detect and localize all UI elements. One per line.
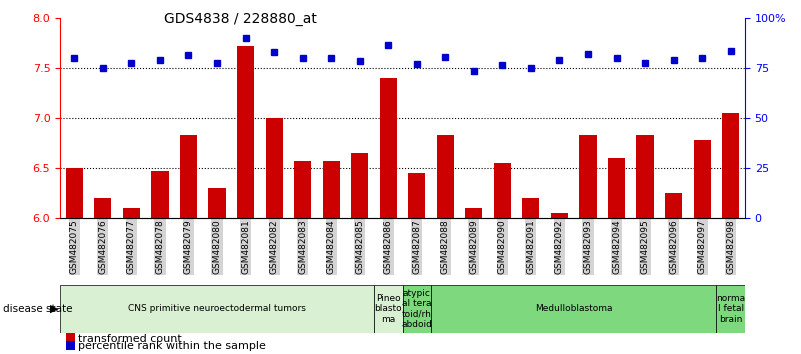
- Bar: [637, 135, 654, 218]
- Bar: [66, 168, 83, 218]
- Bar: [380, 78, 396, 218]
- Bar: [409, 173, 425, 218]
- Bar: [716, 285, 745, 333]
- Bar: [60, 285, 374, 333]
- Bar: [402, 285, 431, 333]
- Bar: [237, 46, 254, 218]
- Bar: [208, 188, 226, 218]
- Bar: [522, 198, 539, 218]
- Bar: [437, 135, 454, 218]
- Text: ▶: ▶: [50, 304, 59, 314]
- Bar: [151, 171, 168, 218]
- Bar: [180, 135, 197, 218]
- Bar: [294, 161, 311, 218]
- Bar: [722, 113, 739, 218]
- Bar: [374, 285, 402, 333]
- Bar: [351, 153, 368, 218]
- Text: atypic
al tera
toid/rh
abdoid: atypic al tera toid/rh abdoid: [401, 289, 433, 329]
- Bar: [493, 163, 511, 218]
- Bar: [608, 158, 625, 218]
- Text: percentile rank within the sample: percentile rank within the sample: [78, 341, 267, 351]
- Text: norma
l fetal
brain: norma l fetal brain: [716, 294, 745, 324]
- Bar: [431, 285, 716, 333]
- Text: transformed count: transformed count: [78, 334, 183, 344]
- Text: GDS4838 / 228880_at: GDS4838 / 228880_at: [164, 12, 316, 27]
- Bar: [265, 118, 283, 218]
- Bar: [465, 208, 482, 218]
- Bar: [694, 140, 710, 218]
- Text: Pineo
blasto
ma: Pineo blasto ma: [374, 294, 402, 324]
- Bar: [579, 135, 597, 218]
- Bar: [123, 208, 140, 218]
- Bar: [95, 198, 111, 218]
- Text: Medulloblastoma: Medulloblastoma: [535, 304, 613, 313]
- Text: disease state: disease state: [3, 304, 73, 314]
- Text: CNS primitive neuroectodermal tumors: CNS primitive neuroectodermal tumors: [128, 304, 306, 313]
- Bar: [665, 193, 682, 218]
- Bar: [323, 161, 340, 218]
- Bar: [551, 213, 568, 218]
